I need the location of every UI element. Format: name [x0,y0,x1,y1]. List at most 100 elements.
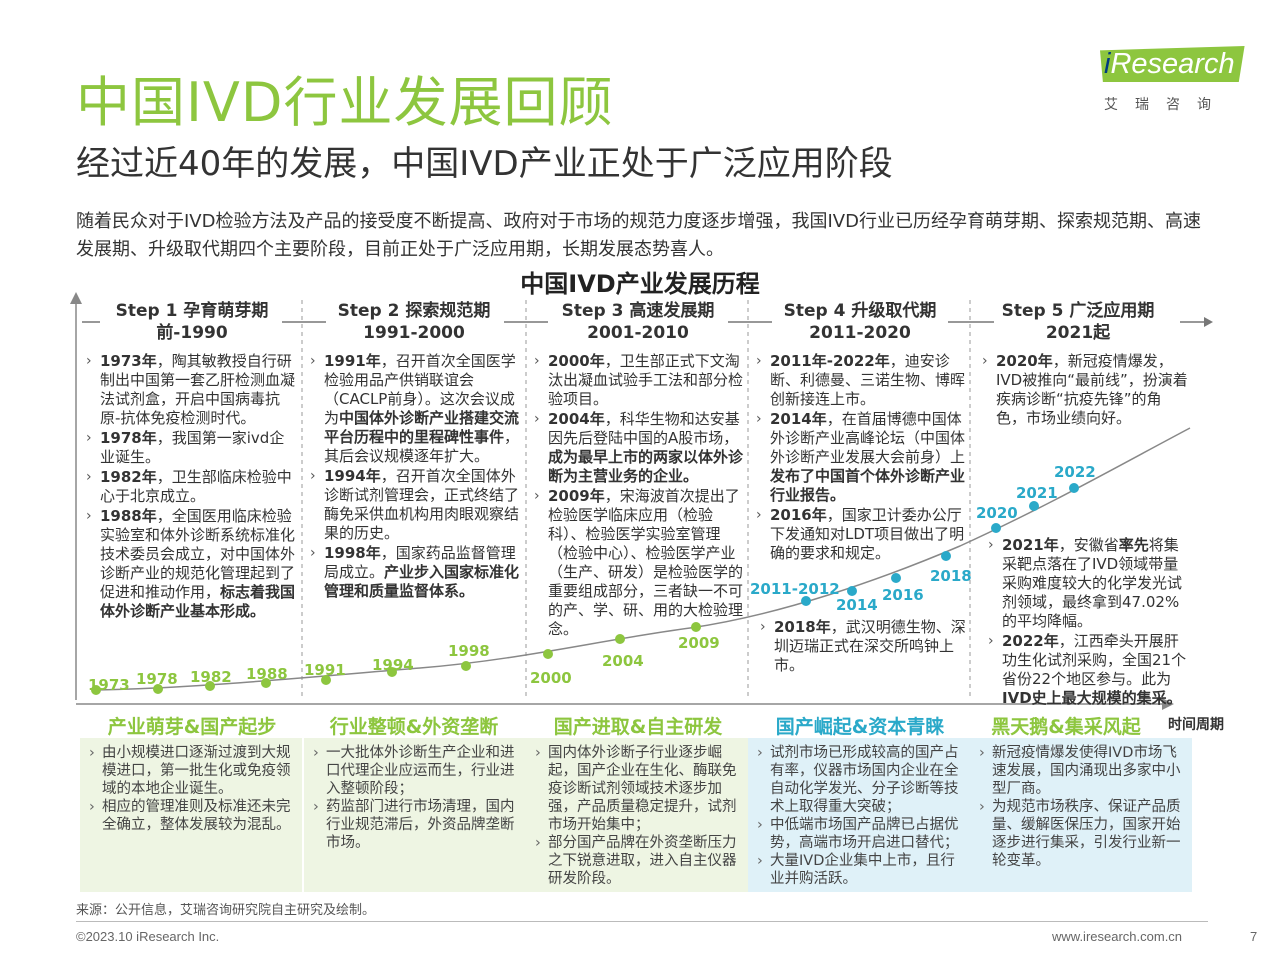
year-label-1994: 1994 [372,656,414,674]
year-label-2011-2012: 2011-2012 [750,580,840,598]
year-label-1988: 1988 [246,665,288,683]
dot-1973 [91,685,101,695]
dot-1991 [321,675,331,685]
dot-2021 [1029,501,1039,511]
year-label-2018: 2018 [930,567,972,585]
step-period: 2011-2020 [809,323,911,343]
year-label-1998: 1998 [448,642,490,660]
logo-main-text: Research [1110,48,1235,80]
dot-1982 [205,681,215,691]
logo-i: i [1104,48,1111,80]
step-period: 前-1990 [156,323,228,343]
summary-box-4: 试剂市场已形成较高的国产占有率，仪器市场国内企业在全自动化学发光、分子诊断等技术… [748,738,970,892]
copyright: ©2023.10 iResearch Inc. [76,929,220,944]
event-item: 1991年，召开首次全国医学检验用品产供销联谊会（CACLP前身）。这次会议成为… [308,352,522,466]
summary-item: 相应的管理准则及标准还未完全确立，整体发展较为混乱。 [88,798,294,834]
event-item: 2020年，新冠疫情爆发，IVD被推向“最前线”，扮演着疾病诊断“抗疫先锋”的角… [980,352,1190,428]
summary-box-2: 一大批体外诊断生产企业和进口代理企业应运而生，行业进入整顿阶段； 药监部门进行市… [304,738,526,892]
event-item: 1973年，陶其敏教授自行研制出中国第一套乙肝检测血凝法试剂盒，开启中国病毒抗原… [84,352,298,428]
chart-title: 中国IVD产业发展历程 [520,270,760,298]
events-col-5b: 2021年，安徽省率先将集采靶点落在了IVD领域带量采购难度较大的化学发光试剂领… [986,536,1192,709]
dot-1994 [387,667,397,677]
phase-label-3: 国产进取&自主研发 [553,716,723,738]
summary-item: 一大批体外诊断生产企业和进口代理企业应运而生，行业进入整顿阶段； [312,744,518,798]
dot-1978 [153,684,163,694]
events-col-4b: 2018年，武汉明德生物、深圳迈瑞正式在深交所鸣钟上市。 [758,618,970,676]
year-label-2009: 2009 [678,634,720,652]
summary-box-5: 新冠疫情爆发使得IVD市场飞速发展，国内涌现出多家中小型厂商。 为规范市场秩序、… [970,738,1192,892]
year-label-1973: 1973 [88,676,130,694]
step-title: Step 4 升级取代期 [783,301,937,321]
year-label-2021: 2021 [1016,484,1058,502]
events-col-3: 2000年，卫生部正式下文淘汰出凝血试验手工法和部分检验项目。 2004年，科华… [532,352,744,640]
step-arrow-head [1204,317,1213,327]
event-item: 2021年，安徽省率先将集采靶点落在了IVD领域带量采购难度较大的化学发光试剂领… [986,536,1192,631]
events-col-4: 2011年-2022年，迪安诊断、利德曼、三诺生物、博晖创新接连上市。 2014… [754,352,966,564]
event-item: 2009年，宋海波首次提出了检验医学临床应用（检验科）、检验医学实验室管理（检验… [532,487,744,639]
footer-divider [76,921,1208,922]
step-title: Step 5 广泛应用期 [1001,301,1155,321]
dot-1988 [261,678,271,688]
logo-wordmark: iResearch [1100,46,1245,82]
summary-item: 药监部门进行市场清理，国内行业规范滞后，外资品牌垄断市场。 [312,798,518,852]
event-item: 1978年，我国第一家ivd企业诞生。 [84,429,298,467]
year-label-2022: 2022 [1054,463,1096,481]
page-subtitle: 经过近40年的发展，中国IVD产业正处于广泛应用阶段 [76,144,893,184]
events-col-5: 2020年，新冠疫情爆发，IVD被推向“最前线”，扮演着疾病诊断“抗疫先锋”的角… [980,352,1190,429]
step-header-5: Step 5 广泛应用期 2021起 [966,300,1190,344]
year-label-2016: 2016 [882,586,924,604]
step-period: 1991-2000 [363,323,465,343]
page-number: 7 [1250,929,1258,944]
step-title: Step 2 探索规范期 [337,301,491,321]
summary-item: 大量IVD企业集中上市，且行业并购活跃。 [756,852,962,888]
event-item: 2018年，武汉明德生物、深圳迈瑞正式在深交所鸣钟上市。 [758,618,970,675]
event-item: 2011年-2022年，迪安诊断、利德曼、三诺生物、博晖创新接连上市。 [754,352,966,409]
step-period: 2021起 [1045,323,1111,343]
iresearch-logo: iResearch 艾瑞咨询 [1100,44,1250,114]
phase-label-2: 行业整顿&外资垄断 [329,716,499,738]
source-note: 来源：公开信息，艾瑞咨询研究院自主研究及绘制。 [76,903,376,918]
year-label-1991: 1991 [304,661,346,679]
step-header-1: Step 1 孕育萌芽期 前-1990 [80,300,304,344]
summary-item: 试剂市场已形成较高的国产占有率，仪器市场国内企业在全自动化学发光、分子诊断等技术… [756,744,962,816]
step-title: Step 3 高速发展期 [561,301,715,321]
year-label-2000: 2000 [530,669,572,687]
year-label-1982: 1982 [190,668,232,686]
page-title: 中国IVD行业发展回顾 [76,71,614,134]
dot-2016 [891,573,901,583]
x-axis-label: 时间周期 [1168,717,1224,733]
intro-paragraph: 随着民众对于IVD检验方法及产品的接受度不断提高、政府对于市场的规范力度逐步增强… [76,211,1201,260]
summary-item: 国内体外诊断子行业逐步崛起，国产企业在生化、酶联免疫诊断试剂领域技术逐步加强，产… [534,744,740,834]
summary-box-3: 国内体外诊断子行业逐步崛起，国产企业在生化、酶联免疫诊断试剂领域技术逐步加强，产… [526,738,748,892]
website-link[interactable]: www.iresearch.com.cn [1052,929,1183,944]
step-header-3: Step 3 高速发展期 2001-2010 [526,300,750,344]
event-item: 2022年，江西牵头开展肝功生化试剂采购，全国21个省份22个地区参与。此为IV… [986,632,1192,708]
events-col-2: 1991年，召开首次全国医学检验用品产供销联谊会（CACLP前身）。这次会议成为… [308,352,522,602]
event-item: 1982年，卫生部临床检验中心于北京成立。 [84,468,298,506]
step-header-4: Step 4 升级取代期 2011-2020 [748,300,972,344]
y-axis-arrow [70,292,82,304]
event-item: 2016年，国家卫计委办公厅下发通知对LDT项目做出了明确的要求和规定。 [754,506,966,563]
summary-item: 部分国产品牌在外资垄断压力之下锐意进取，进入自主仪器研发阶段。 [534,834,740,888]
summary-item: 由小规模进口逐渐过渡到大规模进口，第一批生化或免疫领域的本地企业诞生。 [88,744,294,798]
dot-2000 [543,649,553,659]
step-header-2: Step 2 探索规范期 1991-2000 [302,300,526,344]
step-title: Step 1 孕育萌芽期 [115,301,269,321]
event-item: 1988年，全国医用临床检验实验室和体外诊断系统标准化技术委员会成立，对中国体外… [84,507,298,621]
event-item: 1998年，国家药品监督管理局成立。产业步入国家标准化管理和质量监督体系。 [308,544,522,601]
year-label-2004: 2004 [602,652,644,670]
dot-2022 [1069,483,1079,493]
dot-2011 [801,596,811,606]
year-label-1978: 1978 [136,670,178,688]
year-label-2020: 2020 [976,504,1018,522]
dot-2014 [847,586,857,596]
step-period: 2001-2010 [587,323,689,343]
summary-item: 新冠疫情爆发使得IVD市场飞速发展，国内涌现出多家中小型厂商。 [978,744,1184,798]
event-item: 1994年，召开首次全国体外诊断试剂管理会，正式终结了酶免采供血机构用肉眼观察结… [308,467,522,543]
year-label-2014: 2014 [836,596,878,614]
summary-item: 为规范市场秩序、保证产品质量、缓解医保压力，国家开始逐步进行集采，引发行业新一轮… [978,798,1184,870]
summary-item: 中低端市场国产品牌已占据优势，高端市场开启进口替代； [756,816,962,852]
phase-label-1: 产业萌芽&国产起步 [107,716,277,738]
events-col-1: 1973年，陶其敏教授自行研制出中国第一套乙肝检测血凝法试剂盒，开启中国病毒抗原… [84,352,298,622]
dot-2020 [991,523,1001,533]
